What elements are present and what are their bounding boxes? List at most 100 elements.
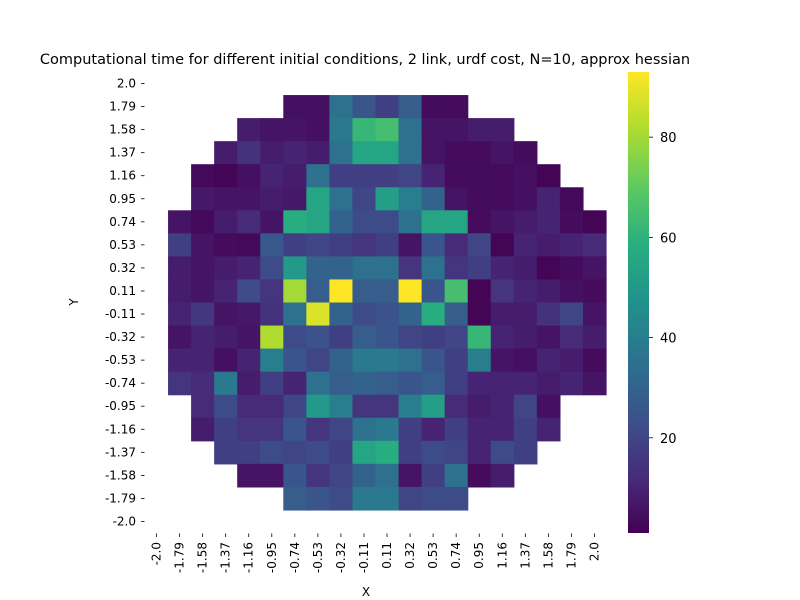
heatmap-cell [375, 486, 400, 511]
heatmap-cell [467, 279, 492, 304]
heatmap-cell [398, 302, 423, 327]
heatmap-cell [582, 302, 607, 327]
y-tick-label: -0.95 [105, 399, 136, 413]
heatmap-cell [329, 325, 354, 350]
heatmap-cell [352, 279, 377, 304]
heatmap-cell [214, 164, 238, 188]
heatmap-cell [513, 256, 538, 281]
heatmap-cell [421, 394, 446, 419]
heatmap-cell [490, 394, 515, 419]
heatmap-cell [260, 164, 284, 188]
heatmap-cell [237, 141, 261, 165]
y-tick-label: 0.32 [109, 261, 136, 275]
heatmap-cell [214, 348, 238, 373]
heatmap-cell [352, 486, 377, 511]
heatmap-cell [536, 325, 561, 350]
heatmap-cell [283, 486, 307, 511]
heatmap-cell [467, 164, 492, 188]
heatmap-cell [352, 256, 377, 281]
x-tick-label: -2.0 [150, 542, 164, 565]
heatmap-cell [352, 141, 377, 165]
heatmap-cell [306, 118, 330, 142]
heatmap-cell [490, 279, 515, 304]
heatmap-cell [329, 417, 354, 442]
heatmap-cell [260, 394, 284, 419]
heatmap-cell [398, 187, 423, 211]
heatmap-cell [467, 371, 492, 396]
heatmap-cell [306, 348, 330, 373]
y-tick-label: -0.74 [105, 376, 136, 390]
heatmap-cell [490, 463, 515, 488]
heatmap-cell [582, 371, 607, 396]
heatmap-cell [214, 440, 238, 465]
heatmap-cell [352, 164, 377, 188]
y-axis-label: Y [67, 298, 81, 307]
heatmap-cell [260, 233, 284, 257]
y-tick-label: -0.11 [105, 307, 136, 321]
heatmap-cell [352, 417, 377, 442]
y-axis-ticks: 2.0 1.79 1.58 1.37 1.16 0.95 0.74 0.53 0.32 0.11 -… [105, 77, 145, 528]
x-tick-label: 1.58 [541, 542, 555, 569]
heatmap-cell [375, 302, 400, 327]
heatmap-cell [444, 118, 469, 142]
heatmap-cell [283, 118, 307, 142]
heatmap-cell [582, 279, 607, 304]
heatmap-cell [283, 256, 307, 281]
heatmap-cell [398, 233, 423, 257]
heatmap-cell [329, 279, 354, 304]
heatmap-cell [559, 256, 584, 281]
heatmap-cell [306, 440, 330, 465]
heatmap-cell [513, 394, 538, 419]
heatmap-cell [467, 233, 492, 257]
heatmap-cell [444, 463, 469, 488]
heatmap-cell [513, 210, 538, 234]
heatmap-cell [283, 210, 307, 234]
heatmap-cell [329, 371, 354, 396]
heatmap-cell [375, 348, 400, 373]
heatmap-cell [237, 187, 261, 211]
x-tick-label: -1.58 [196, 542, 210, 573]
x-axis-ticks: -2.0 -1.79 -1.58 -1.37 -1.16 -0.95 -0.74 -0.53-… [150, 533, 601, 573]
x-tick-label: -1.79 [173, 542, 187, 573]
heatmap-cell [513, 325, 538, 350]
heatmap-cell [444, 164, 469, 188]
heatmap-cell [467, 210, 492, 234]
heatmap-cell [421, 417, 446, 442]
heatmap-cell [260, 463, 284, 488]
heatmap-cell [191, 302, 215, 327]
heatmap-cell [329, 440, 354, 465]
heatmap-cell [237, 279, 261, 304]
heatmap-cell [329, 302, 354, 327]
heatmap-cell [513, 187, 538, 211]
heatmap-cell [398, 210, 423, 234]
heatmap-cell [421, 463, 446, 488]
heatmap-cell [582, 256, 607, 281]
x-tick-label: -1.37 [219, 542, 233, 573]
heatmap-cell [398, 325, 423, 350]
heatmap-cell [352, 118, 377, 142]
heatmap-cell [214, 279, 238, 304]
heatmap-cell [375, 256, 400, 281]
heatmap-cell [237, 210, 261, 234]
heatmap-cell [352, 394, 377, 419]
heatmap-cell [444, 417, 469, 442]
y-tick-label: -1.37 [105, 445, 136, 459]
heatmap-cell [191, 348, 215, 373]
heatmap-cell [536, 302, 561, 327]
heatmap-cell [421, 118, 446, 142]
heatmap-cell [559, 210, 584, 234]
heatmap-cell [260, 141, 284, 165]
heatmap-cell [352, 233, 377, 257]
y-tick-label: 0.95 [109, 192, 136, 206]
heatmap-cell [559, 325, 584, 350]
x-tick-label: -0.11 [357, 542, 371, 573]
heatmap-cell [306, 486, 330, 511]
heatmap-cell [329, 394, 354, 419]
heatmap-cell [375, 210, 400, 234]
heatmap-cell [536, 348, 561, 373]
heatmap-cell [444, 486, 469, 511]
colorbar-tick-label: 80 [660, 131, 677, 146]
heatmap-cell [421, 210, 446, 234]
heatmap-cell [375, 233, 400, 257]
heatmap-cell [490, 417, 515, 442]
